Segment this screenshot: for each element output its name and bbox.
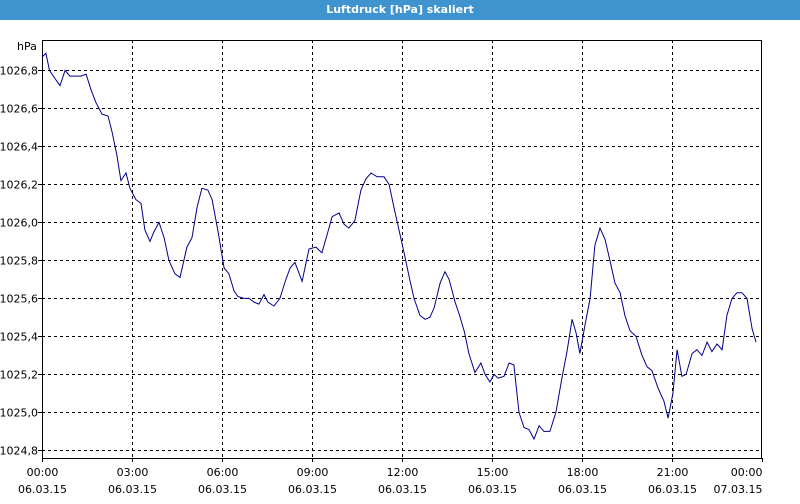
y-tick-label: 1026,6 xyxy=(0,103,38,116)
x-tick-label-time: 15:00 xyxy=(477,466,509,479)
y-tick-label: 1026,2 xyxy=(0,179,38,192)
y-tick-labels: 1024,8 1025,0 1025,2 1025,4 1025,6 1025,8 1026… xyxy=(0,65,38,458)
y-tick-label: 1026,4 xyxy=(0,141,38,154)
x-tick-label-time: 18:00 xyxy=(567,466,599,479)
x-tick-label-date: 07.03.15 xyxy=(714,483,763,496)
y-tick-label: 1025,6 xyxy=(0,293,38,306)
y-tick-label: 1026,8 xyxy=(0,65,38,78)
chart-title: Luftdruck [hPa] skaliert xyxy=(326,3,474,16)
x-tick-label-time: 12:00 xyxy=(387,466,419,479)
x-tick-label-date: 06.03.15 xyxy=(198,483,247,496)
axes xyxy=(38,40,763,462)
y-tick-label: 1026,0 xyxy=(0,217,38,230)
plot-frame xyxy=(42,40,762,459)
x-tick-label-time: 00:00 xyxy=(731,466,763,479)
x-tick-label-date: 06.03.15 xyxy=(648,483,697,496)
x-tick-labels: 00:00 06.03.15 03:00 06.03.15 06:00 06.03.15 0… xyxy=(18,466,762,496)
x-tick-label-time: 06:00 xyxy=(207,466,239,479)
series-line-0 xyxy=(41,52,757,441)
grid-lines xyxy=(42,40,762,458)
y-axis-unit-label: hPa xyxy=(17,40,37,53)
x-tick-label-time: 09:00 xyxy=(297,466,329,479)
x-tick-label-time: 21:00 xyxy=(657,466,689,479)
chart-title-bar: Luftdruck [hPa] skaliert xyxy=(0,0,800,20)
x-tick-label-date: 06.03.15 xyxy=(288,483,337,496)
series-group xyxy=(41,52,757,441)
x-tick-label-date: 06.03.15 xyxy=(18,483,67,496)
x-tick-label-time: 03:00 xyxy=(117,466,149,479)
y-tick-label: 1025,0 xyxy=(0,407,38,420)
x-tick-label-date: 06.03.15 xyxy=(378,483,427,496)
x-tick-label-date: 06.03.15 xyxy=(108,483,157,496)
x-tick-label-time: 00:00 xyxy=(27,466,59,479)
y-tick-label: 1025,4 xyxy=(0,331,38,344)
x-tick-label-date: 06.03.15 xyxy=(468,483,517,496)
y-tick-label: 1024,8 xyxy=(0,445,38,458)
x-tick-label-date: 06.03.15 xyxy=(558,483,607,496)
pressure-line-chart: 1024,8 1025,0 1025,2 1025,4 1025,6 1025,8 1026… xyxy=(0,40,763,496)
chart-area: 1024,8 1025,0 1025,2 1025,4 1025,6 1025,8 1026… xyxy=(0,20,800,500)
y-tick-label: 1025,8 xyxy=(0,255,38,268)
y-tick-label: 1025,2 xyxy=(0,369,38,382)
